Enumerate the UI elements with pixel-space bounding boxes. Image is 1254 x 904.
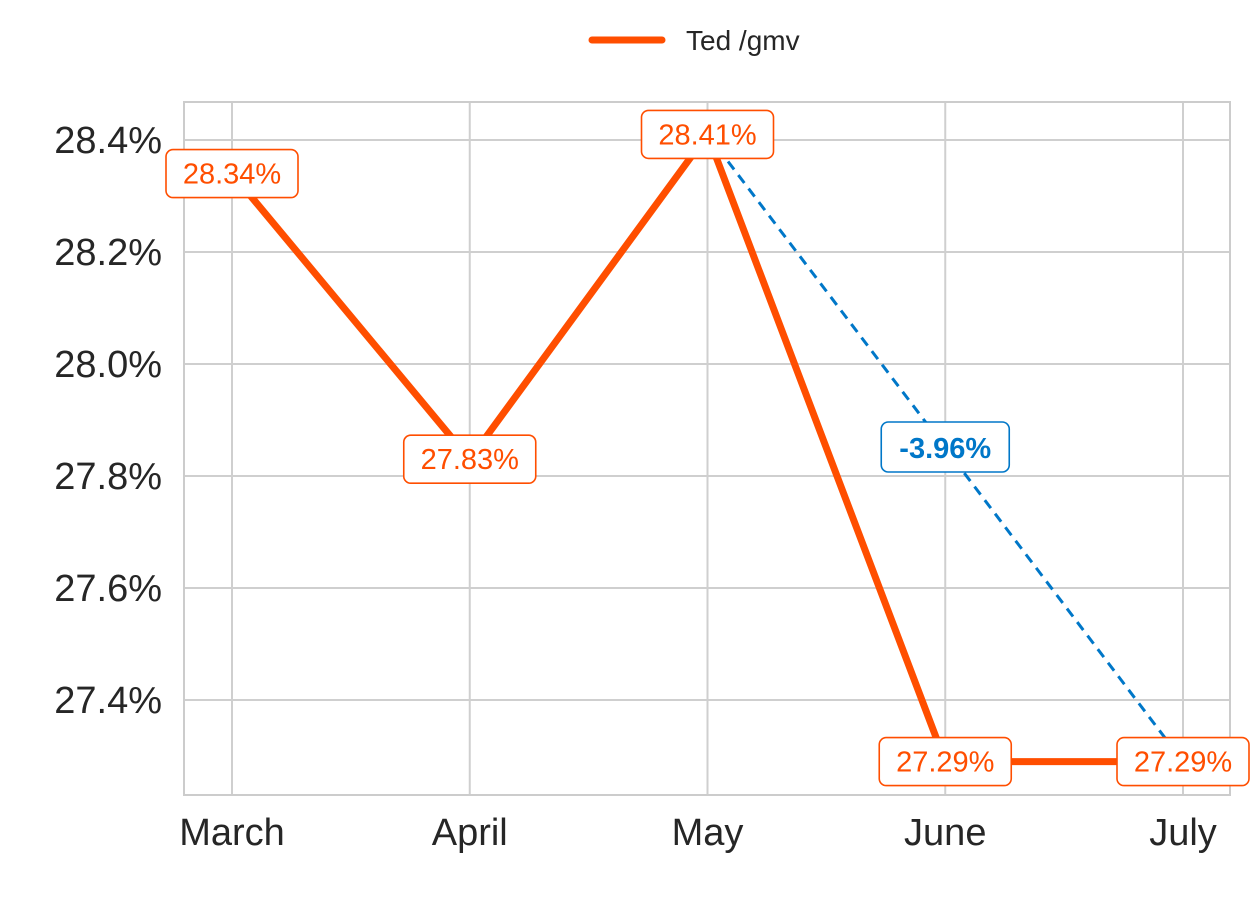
y-tick-label: 27.6% [54,568,162,610]
x-axis: March April May June July [179,812,1217,854]
data-label-box [878,736,1013,787]
change-label-box [880,421,1011,473]
data-label: 27.29% [1134,747,1232,779]
legend: Ted /gmv [588,25,800,56]
x-tick-label: March [179,812,285,854]
x-tick-label: July [1149,812,1217,854]
data-label-box [640,109,775,160]
x-tick-label: April [432,812,508,854]
change-annotation: -3.96% [706,133,1185,763]
legend-label: Ted /gmv [686,25,800,56]
y-tick-label: 28.4% [54,120,162,162]
x-tick-label: June [904,812,986,854]
x-tick-label: May [672,812,744,854]
y-tick-label: 27.4% [54,680,162,722]
data-label-box [1116,736,1250,787]
data-label: 28.34% [183,159,281,191]
data-labels: 28.34% 27.83% 28.41% 27.29% 27.29% [165,109,1250,787]
change-label: -3.96% [899,433,991,465]
data-label: 27.83% [421,444,519,476]
data-label-box [402,434,537,485]
y-axis: 27.4% 27.6% 27.8% 28.0% 28.2% 28.4% [54,120,162,722]
data-label-box [165,148,299,199]
data-label: 27.29% [896,747,994,779]
y-tick-label: 28.2% [54,232,162,274]
data-label: 28.41% [658,119,756,151]
y-tick-label: 28.0% [54,344,162,386]
y-tick-label: 27.8% [54,456,162,498]
plot-frame [183,101,1231,796]
grid [184,102,1230,795]
